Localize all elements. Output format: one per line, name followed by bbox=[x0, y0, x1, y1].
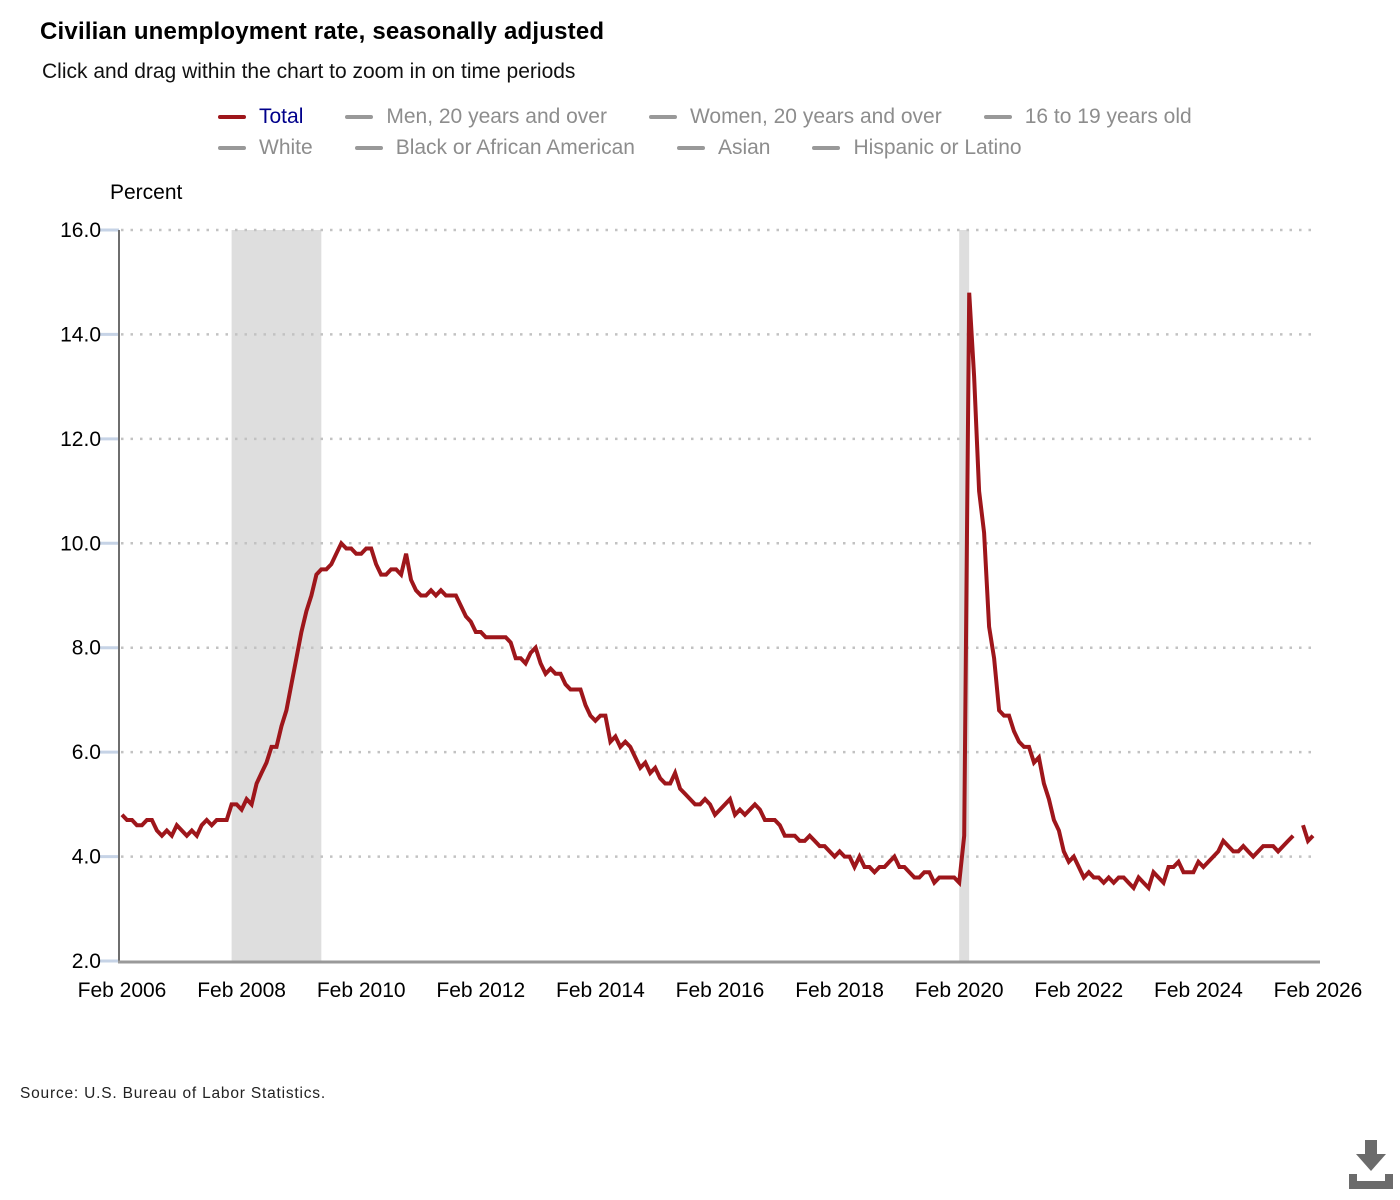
recession-band bbox=[959, 230, 970, 961]
legend-item-men-20-years-and-over[interactable]: Men, 20 years and over bbox=[345, 106, 607, 128]
x-tick-label: Feb 2014 bbox=[556, 979, 645, 1002]
download-icon bbox=[1349, 1140, 1393, 1189]
legend: Total Men, 20 years and over Women, 20 yea… bbox=[218, 106, 1273, 159]
x-tick-label: Feb 2010 bbox=[317, 979, 406, 1002]
legend-item-label: Black or African American bbox=[395, 136, 635, 159]
chart-plot-area[interactable]: 16.0 14.0 12.0 10.0 8.0 6.0 4.0 2.0 Feb 2006 Feb … bbox=[0, 0, 1400, 1020]
x-tick-label: Feb 2020 bbox=[915, 979, 1004, 1002]
legend-item-label: Men, 20 years and over bbox=[386, 105, 607, 128]
recession-band bbox=[231, 230, 322, 961]
x-tick-label: Feb 2016 bbox=[676, 979, 765, 1002]
source-note: Source: U.S. Bureau of Labor Statistics. bbox=[20, 1085, 326, 1102]
y-tick-label: 10.0 bbox=[60, 532, 101, 555]
legend-swatch-icon bbox=[676, 146, 705, 150]
legend-swatch-icon bbox=[812, 146, 841, 150]
x-tick-label: Feb 2026 bbox=[1274, 979, 1363, 1002]
legend-item-label: Hispanic or Latino bbox=[853, 136, 1022, 159]
legend-item-black-or-african-american[interactable]: Black or African American bbox=[354, 136, 635, 159]
legend-swatch-icon bbox=[218, 146, 246, 150]
series-line-total bbox=[120, 292, 1315, 892]
legend-swatch-icon bbox=[354, 146, 383, 150]
legend-item-label: Total bbox=[259, 105, 304, 128]
y-tick-label: 4.0 bbox=[72, 846, 101, 869]
y-axis-title: Percent bbox=[110, 181, 183, 204]
x-tick-label: Feb 2008 bbox=[197, 979, 286, 1002]
page-title: Civilian unemployment rate, seasonally a… bbox=[40, 18, 605, 45]
legend-item-hispanic-or-latino[interactable]: Hispanic or Latino bbox=[812, 136, 1022, 159]
legend-item-16-to-19-years-old[interactable]: 16 to 19 years old bbox=[983, 105, 1192, 128]
x-tick-label: Feb 2024 bbox=[1154, 979, 1243, 1002]
x-tick-label: Feb 2012 bbox=[436, 979, 525, 1002]
legend-item-label: Women, 20 years and over bbox=[689, 105, 942, 128]
legend-item-label: Asian bbox=[717, 136, 771, 159]
legend-item-label: White bbox=[259, 136, 313, 159]
y-tick-label: 14.0 bbox=[60, 323, 101, 346]
x-tick-label: Feb 2006 bbox=[78, 979, 167, 1002]
legend-item-label: 16 to 19 years old bbox=[1024, 105, 1192, 128]
x-tick-label: Feb 2022 bbox=[1034, 979, 1123, 1002]
y-tick-label: 2.0 bbox=[72, 950, 101, 973]
legend-item-asian[interactable]: Asian bbox=[676, 136, 771, 159]
legend-swatch-icon bbox=[345, 115, 374, 119]
y-tick-label: 12.0 bbox=[60, 428, 101, 451]
y-tick-label: 6.0 bbox=[72, 741, 101, 764]
download-button[interactable] bbox=[1348, 1138, 1394, 1192]
x-tick-label: Feb 2018 bbox=[795, 979, 884, 1002]
legend-swatch-icon bbox=[983, 115, 1012, 119]
legend-swatch-icon bbox=[218, 115, 246, 119]
y-tick-label: 8.0 bbox=[72, 637, 101, 660]
legend-swatch-icon bbox=[648, 115, 677, 119]
legend-item-white[interactable]: White bbox=[218, 137, 313, 159]
y-tick-label: 16.0 bbox=[60, 219, 101, 242]
legend-item-women-20-years-and-over[interactable]: Women, 20 years and over bbox=[648, 105, 942, 128]
legend-item-total[interactable]: Total bbox=[218, 106, 303, 128]
chart-subtitle-hint: Click and drag within the chart to zoom … bbox=[42, 60, 576, 83]
